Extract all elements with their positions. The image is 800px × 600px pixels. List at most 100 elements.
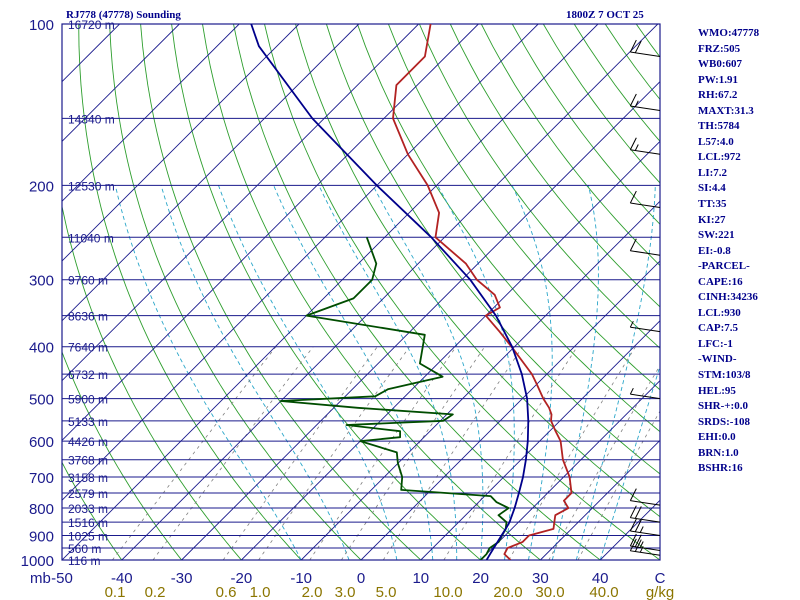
wind-barb: [629, 538, 661, 556]
index-item: EHI:0.0: [698, 431, 736, 444]
isotherm: [62, 24, 479, 442]
wind-barbs-layer: [629, 39, 661, 556]
grid-layer: [61, 23, 661, 561]
height-label: 5133 m: [68, 415, 108, 429]
temperature-tick: -20: [231, 570, 253, 587]
wind-barb: [629, 505, 661, 523]
mixing-ratio-tick: 3.0: [335, 584, 356, 600]
wind-barb: [629, 190, 661, 209]
pressure-tick: 100: [29, 17, 54, 34]
height-label: 14340 m: [68, 112, 115, 126]
wind-barb: [629, 93, 661, 111]
height-label: 3768 m: [68, 454, 108, 468]
height-label: 11040 m: [68, 231, 114, 245]
temperature-tick: 20: [472, 570, 489, 587]
index-item: FRZ:505: [698, 42, 741, 55]
isotherm: [241, 140, 660, 560]
isotherm: [62, 24, 599, 560]
isotherm: [121, 24, 659, 560]
temperature-tick: 40: [592, 570, 609, 587]
pressure-tick: 600: [29, 434, 54, 451]
isotherm: [62, 24, 539, 501]
wind-barb: [629, 518, 661, 536]
series-temperature: [392, 24, 573, 560]
pressure-tick: 200: [29, 178, 54, 195]
mixing-ratio-tick: 0.1: [105, 584, 126, 600]
index-item: CINH:34236: [698, 291, 758, 304]
isotherm: [480, 379, 660, 560]
wind-barb: [629, 533, 661, 551]
pressure-tick: 900: [29, 528, 54, 545]
index-item: CAP:7.5: [698, 322, 739, 335]
isotherm: [540, 439, 660, 560]
wind-barb: [629, 39, 661, 58]
mixing-ratio-tick: 30.0: [535, 584, 564, 600]
index-item: EI:-0.8: [698, 244, 731, 257]
labels-layer: 16720 m 14340 m 12530 m 11040 m 9760 m 8636 m…: [21, 17, 675, 600]
isotherm: [420, 320, 660, 560]
height-label: 2033 m: [68, 502, 108, 516]
height-label: 5900 m: [68, 393, 108, 407]
index-item: TT:35: [698, 198, 727, 211]
height-label: 6732 m: [68, 368, 108, 382]
height-label: 116 m: [68, 554, 100, 568]
index-item: HEL:95: [698, 384, 736, 397]
index-item: LCL:930: [698, 306, 741, 319]
isotherm: [181, 80, 660, 560]
height-label: 2579 m: [68, 487, 108, 501]
mixing-ratio-tick: 10.0: [433, 584, 462, 600]
temperature-tick: 10: [412, 570, 429, 587]
index-item: SI:4.4: [698, 182, 726, 195]
wind-barb: [629, 488, 661, 506]
index-item: CAPE:16: [698, 275, 743, 288]
index-item: TH:5784: [698, 120, 740, 133]
pressure-tick: 400: [29, 340, 54, 357]
height-label: 560 m: [68, 542, 101, 556]
mixing-ratio-tick: 0.6: [216, 584, 237, 600]
temperature-tick: C: [655, 570, 666, 587]
index-item: KI:27: [698, 213, 726, 226]
mixing-ratio-tick: 20.0: [493, 584, 522, 600]
mixing-ratio-tick: 0.2: [145, 584, 166, 600]
wind-barb: [629, 238, 661, 256]
index-item: RH:67.2: [698, 89, 738, 102]
pressure-tick: 700: [29, 470, 54, 487]
height-label: 3158 m: [68, 471, 108, 485]
isotherm: [62, 24, 419, 382]
isotherm: [62, 24, 240, 202]
height-label: 4426 m: [68, 435, 108, 449]
temperature-tick: 0: [357, 570, 365, 587]
height-label: 1025 m: [68, 529, 108, 543]
height-label: 16720 m: [68, 18, 115, 32]
y-axis-label: mb: [30, 570, 51, 587]
plot-frame: [61, 23, 661, 561]
index-item: -WIND-: [698, 353, 737, 366]
index-item: -PARCEL-: [698, 260, 750, 273]
series-parcel: [250, 24, 530, 560]
temperature-tick: -50: [51, 570, 73, 587]
index-item: LCL:972: [698, 151, 741, 164]
mixing-ratio-tick: 1.0: [250, 584, 271, 600]
index-item: SRDS:-108: [698, 415, 750, 428]
temperature-tick: -10: [290, 570, 312, 587]
height-label: 8636 m: [68, 310, 108, 324]
pressure-tick: 1000: [21, 553, 54, 570]
wind-barb: [629, 387, 661, 400]
chart-title: RJ778 (47778) Sounding: [66, 9, 181, 21]
moist-adiabat: [114, 185, 302, 560]
temperature-tick: -30: [171, 570, 193, 587]
index-item: L57:4.0: [698, 135, 734, 148]
index-item: PW:1.91: [698, 73, 739, 86]
isotherm: [300, 200, 660, 560]
mixing-ratio-tick: 2.0: [302, 584, 323, 600]
index-item: LFC:-1: [698, 337, 733, 350]
index-item: SW:221: [698, 229, 735, 242]
pressure-tick: 300: [29, 273, 54, 290]
mixing-ratio-tick: 40.0: [589, 584, 618, 600]
pressure-tick: 500: [29, 392, 54, 409]
isotherm: [62, 24, 300, 262]
pressure-tick: 800: [29, 501, 54, 518]
wind-barb: [629, 137, 661, 155]
